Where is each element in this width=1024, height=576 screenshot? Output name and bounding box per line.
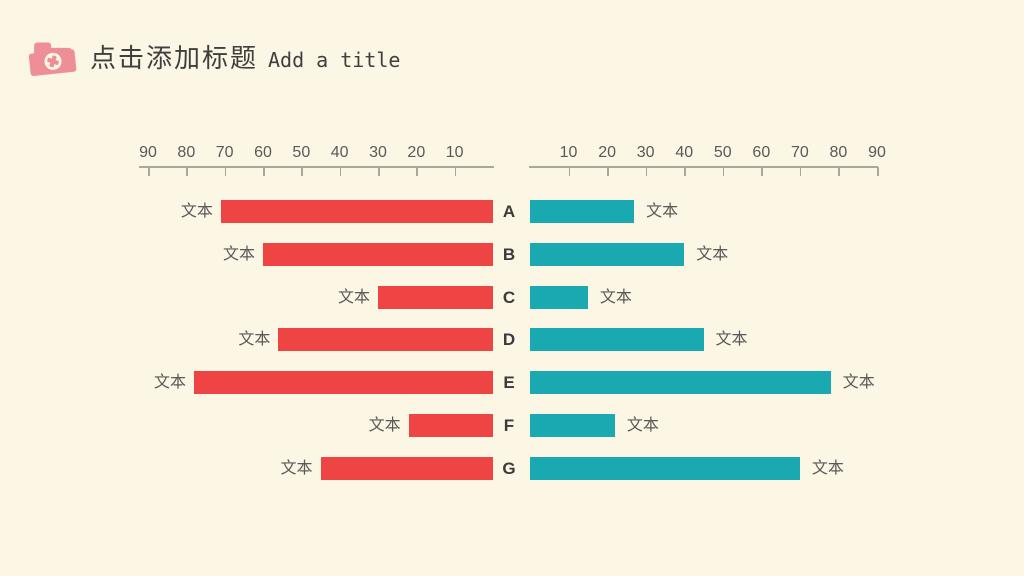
axis-tick-label: 20 [598, 144, 616, 161]
axis-tick [454, 167, 457, 176]
bar-left-F [408, 414, 493, 437]
axis-tick [416, 167, 418, 176]
category-label-E: E [503, 373, 515, 393]
bar-left-G [320, 456, 493, 480]
category-label-B: B [502, 244, 516, 264]
bar-label-left-F: 文本 [368, 417, 401, 434]
axis-line [139, 166, 494, 168]
axis-tick-label: 60 [752, 144, 771, 161]
axis-tick [301, 167, 303, 176]
axis-tick-label: 50 [292, 144, 311, 161]
bar-left-C [378, 285, 493, 309]
bar-label-right-G: 文本 [811, 459, 844, 477]
bar-label-left-C: 文本 [337, 288, 370, 306]
axis-tick [186, 167, 188, 176]
bar-label-left-B: 文本 [222, 245, 255, 263]
bar-left-D [278, 328, 493, 352]
bar-label-right-A: 文本 [646, 203, 679, 220]
bar-label-left-D: 文本 [238, 331, 271, 349]
bar-right-F [530, 414, 615, 437]
bar-label-right-F: 文本 [626, 417, 659, 434]
axis-tick [838, 167, 840, 176]
bar-label-right-B: 文本 [696, 245, 729, 263]
axis-tick-label: 80 [829, 144, 848, 161]
category-label-F: F [503, 416, 515, 435]
folder-plus-icon [26, 34, 80, 78]
bar-left-E [194, 371, 493, 395]
axis-tick-label: 70 [790, 144, 809, 161]
category-label-C: C [502, 287, 516, 307]
axis-tick-label: 10 [559, 144, 578, 161]
slide-title-cn: 点击添加标题 [90, 43, 259, 73]
slide-header: 点击添加标题 Add a title [26, 34, 400, 78]
axis-line [529, 166, 878, 168]
bar-label-right-D: 文本 [715, 331, 748, 349]
axis-tick [877, 167, 879, 176]
bar-right-D [530, 328, 704, 352]
axis-tick [568, 167, 571, 176]
axis-tick [722, 167, 725, 176]
axis-tick-label: 90 [868, 144, 886, 161]
category-label-G: G [502, 458, 516, 478]
axis-tick-label: 30 [636, 144, 655, 161]
axis-tick [684, 167, 686, 176]
axis-tick [263, 167, 265, 176]
axis-tick-label: 20 [407, 144, 426, 161]
category-label-D: D [502, 330, 516, 350]
axis-tick [799, 167, 802, 176]
bar-right-A [530, 200, 635, 223]
axis-tick-label: 80 [177, 144, 196, 161]
bar-label-right-E: 文本 [842, 374, 875, 392]
axis-tick [339, 167, 342, 176]
bar-right-E [530, 371, 831, 395]
axis-tick-label: 70 [215, 144, 234, 161]
bar-right-B [530, 242, 685, 266]
category-label-A: A [502, 202, 516, 221]
bar-label-left-E: 文本 [153, 374, 186, 392]
bar-label-right-C: 文本 [599, 288, 632, 306]
bar-right-G [530, 456, 800, 480]
bar-right-C [530, 285, 588, 309]
slide-title-en: Add a title [268, 47, 401, 72]
axis-tick-label: 90 [139, 144, 157, 161]
axis-tick [645, 167, 648, 176]
bar-left-B [263, 242, 493, 266]
axis-tick-label: 10 [445, 144, 464, 161]
bar-left-A [220, 200, 493, 223]
axis-tick-label: 50 [713, 144, 732, 161]
axis-tick-label: 40 [330, 144, 349, 161]
axis-tick-label: 60 [254, 144, 272, 161]
bar-label-left-A: 文本 [180, 203, 213, 220]
axis-tick-label: 30 [369, 144, 387, 161]
axis-tick [378, 167, 380, 176]
bar-label-left-G: 文本 [280, 459, 313, 477]
axis-tick [761, 167, 763, 176]
axis-tick [224, 167, 227, 176]
axis-tick [148, 167, 150, 176]
axis-tick [607, 167, 609, 176]
axis-tick-label: 40 [675, 144, 694, 161]
